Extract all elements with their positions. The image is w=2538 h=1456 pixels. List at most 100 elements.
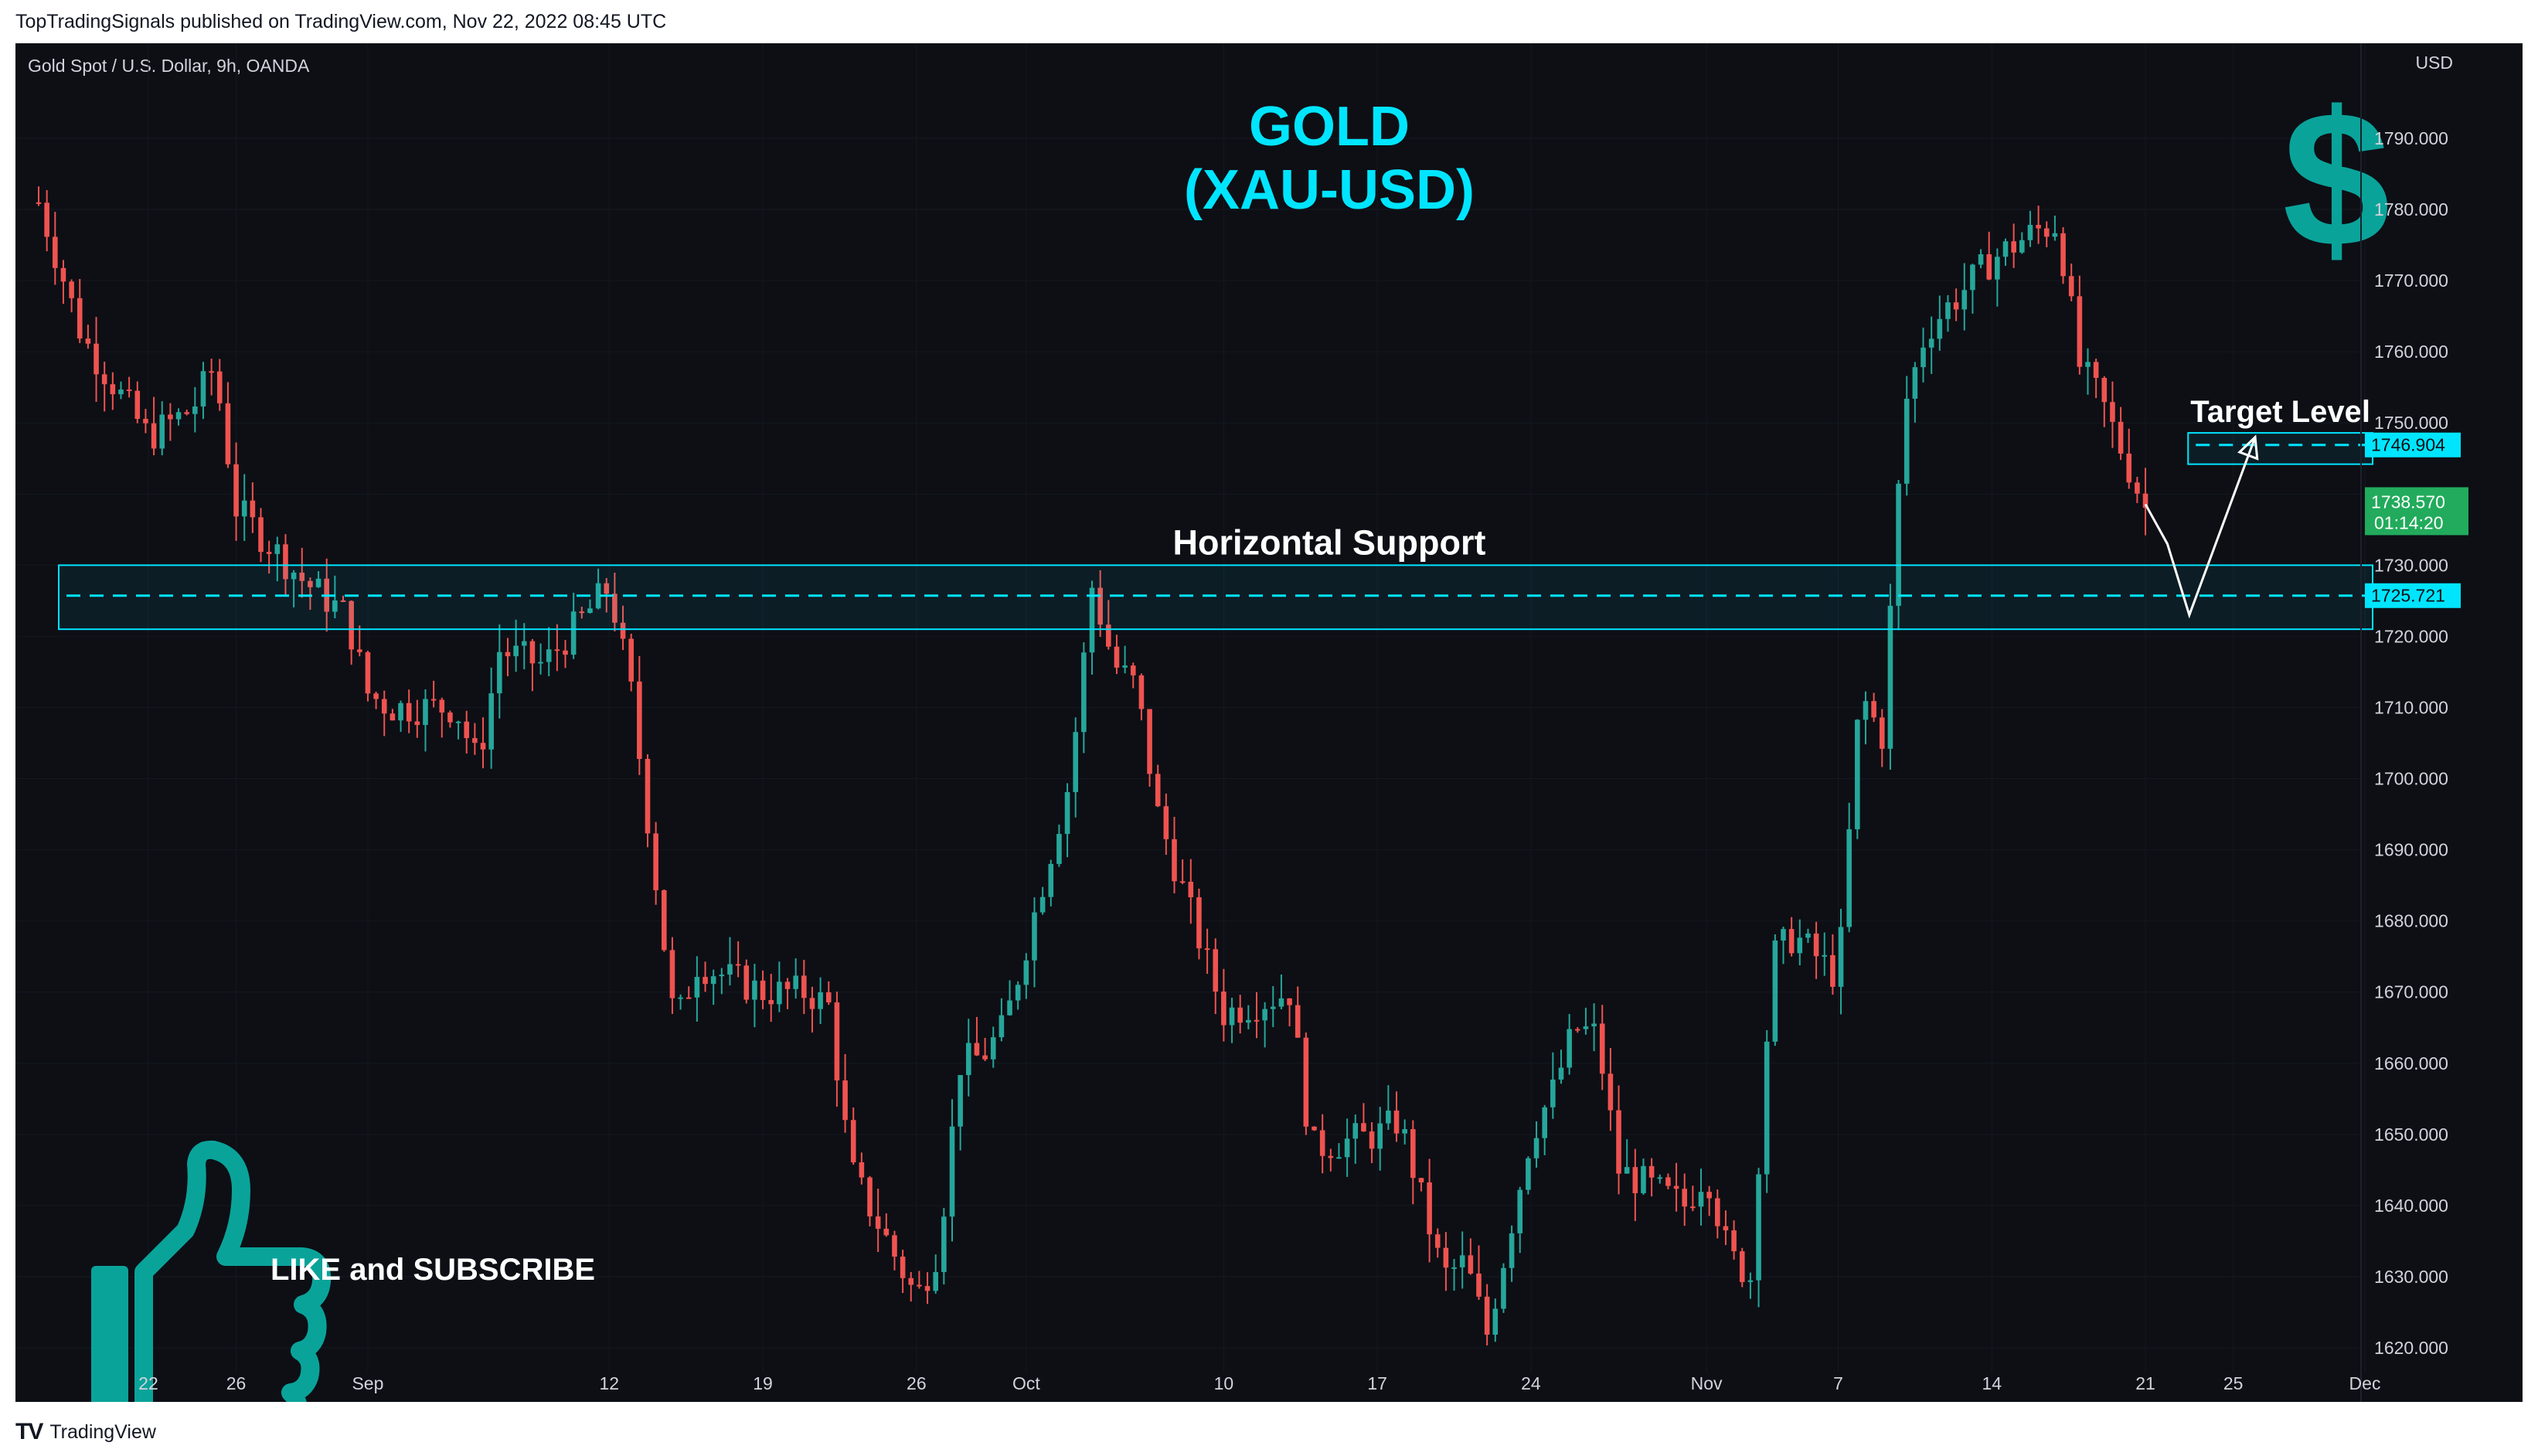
candle-body bbox=[168, 414, 173, 420]
candle-body bbox=[529, 641, 536, 664]
candle-body bbox=[793, 975, 798, 989]
candle-body bbox=[2135, 482, 2140, 494]
candle-body bbox=[1015, 985, 1021, 1001]
y-tick-label: 1690.000 bbox=[2374, 840, 2448, 860]
candle-body bbox=[1616, 1110, 1621, 1174]
x-tick-label: 26 bbox=[226, 1373, 247, 1393]
candle-body bbox=[1328, 1155, 1334, 1158]
price-chart[interactable]: GOLD (XAU-USD) Horizontal Support Target… bbox=[15, 43, 2523, 1402]
chart-panel[interactable]: Gold Spot / U.S. Dollar, 9h, OANDA USD G… bbox=[15, 43, 2523, 1402]
candle-body bbox=[628, 638, 634, 682]
candle-body bbox=[1138, 675, 1145, 709]
candle-body bbox=[118, 390, 124, 395]
candle-body bbox=[1114, 646, 1120, 668]
y-tick-label: 1630.000 bbox=[2374, 1267, 2448, 1287]
candle-body bbox=[1995, 257, 2000, 280]
y-tick-label: 1720.000 bbox=[2374, 626, 2448, 646]
candle-body bbox=[1846, 829, 1852, 927]
candle-body bbox=[710, 976, 716, 985]
y-tick-label: 1770.000 bbox=[2374, 270, 2448, 291]
candle-body bbox=[752, 980, 757, 1000]
candle-body bbox=[1361, 1123, 1366, 1132]
candle-body bbox=[258, 517, 264, 553]
candle-body bbox=[283, 544, 288, 580]
footer-brand[interactable]: TV TradingView bbox=[15, 1419, 156, 1445]
candle-body bbox=[1887, 605, 1893, 749]
tradingview-logo-icon: TV bbox=[15, 1419, 43, 1444]
candle-body bbox=[1443, 1247, 1449, 1268]
candle-body bbox=[1608, 1073, 1614, 1111]
support-price-tag: 1725.721 bbox=[2365, 583, 2461, 608]
y-tick-label: 1760.000 bbox=[2374, 342, 2448, 362]
projection-arrowhead bbox=[2237, 434, 2259, 461]
chart-title-line2: (XAU-USD) bbox=[1184, 159, 1475, 221]
candle-body bbox=[2011, 241, 2016, 253]
axis-currency-label[interactable]: USD bbox=[2415, 53, 2453, 73]
target-price-tag: 1746.904 bbox=[2365, 432, 2461, 458]
candle-body bbox=[414, 721, 420, 726]
candle-body bbox=[1871, 701, 1876, 718]
candle-body bbox=[1032, 912, 1037, 961]
x-tick-label: Oct bbox=[1012, 1373, 1040, 1393]
thumbs-up-icon bbox=[91, 1140, 332, 1402]
symbol-label[interactable]: Gold Spot / U.S. Dollar, 9h, OANDA bbox=[28, 56, 310, 76]
candle-body bbox=[2101, 377, 2108, 403]
candle-body bbox=[1567, 1029, 1572, 1068]
candle-body bbox=[1558, 1067, 1564, 1080]
candle-body bbox=[1574, 1029, 1580, 1031]
candle-body bbox=[1648, 1165, 1655, 1178]
candle-body bbox=[1747, 1280, 1754, 1282]
candle-body bbox=[1213, 949, 1219, 992]
candle-body bbox=[1822, 954, 1828, 957]
candle-body bbox=[1451, 1267, 1457, 1269]
candle-body bbox=[1254, 1019, 1260, 1022]
candle-body bbox=[1830, 954, 1835, 987]
candle-body bbox=[192, 406, 198, 414]
candle-body bbox=[809, 998, 815, 1009]
target-zone bbox=[2187, 432, 2373, 465]
candle-body bbox=[933, 1272, 938, 1291]
candle-body bbox=[883, 1228, 890, 1236]
candle-body bbox=[464, 721, 470, 739]
candle-body bbox=[488, 693, 494, 750]
candle-body bbox=[134, 390, 141, 420]
candle-body bbox=[439, 699, 445, 713]
candle-body bbox=[1781, 929, 1786, 941]
candle-body bbox=[892, 1235, 897, 1257]
candle-body bbox=[2060, 233, 2066, 277]
candle-body bbox=[1517, 1189, 1523, 1233]
candle-body bbox=[1130, 665, 1136, 675]
candle-body bbox=[1278, 998, 1284, 1007]
candle-body bbox=[1690, 1206, 1696, 1209]
candle-body bbox=[1921, 347, 1926, 368]
candle-body bbox=[1377, 1123, 1383, 1149]
x-tick-label: 24 bbox=[1521, 1373, 1541, 1393]
candle-body bbox=[216, 371, 223, 403]
candle-body bbox=[1221, 992, 1226, 1026]
target-label: Target Level bbox=[2190, 395, 2370, 429]
candle-body bbox=[200, 371, 206, 407]
last-price-tag: 1738.570 01:14:20 bbox=[2365, 487, 2468, 536]
x-tick-label: 7 bbox=[1833, 1373, 1843, 1393]
candle-body bbox=[1229, 1007, 1235, 1026]
candle-body bbox=[1533, 1138, 1539, 1158]
candle-body bbox=[1196, 896, 1202, 949]
candle-body bbox=[1089, 587, 1095, 653]
candle-body bbox=[801, 975, 807, 998]
x-tick-label: 26 bbox=[907, 1373, 927, 1393]
candle-body bbox=[1509, 1233, 1515, 1268]
candle-body bbox=[768, 1000, 774, 1005]
candle-body bbox=[777, 981, 782, 1005]
candle-body bbox=[669, 950, 675, 998]
candle-body bbox=[1978, 253, 1984, 265]
candle-body bbox=[1682, 1189, 1688, 1207]
candle-body bbox=[686, 997, 692, 999]
candle-body bbox=[735, 964, 741, 966]
y-tick-label: 1700.000 bbox=[2374, 769, 2448, 789]
bar-countdown: 01:14:20 bbox=[2374, 512, 2444, 532]
candle-body bbox=[1731, 1230, 1737, 1252]
candle-body bbox=[1838, 927, 1844, 987]
candle-body bbox=[1402, 1129, 1407, 1134]
candle-body bbox=[875, 1216, 881, 1229]
y-tick-label: 1750.000 bbox=[2374, 413, 2448, 433]
